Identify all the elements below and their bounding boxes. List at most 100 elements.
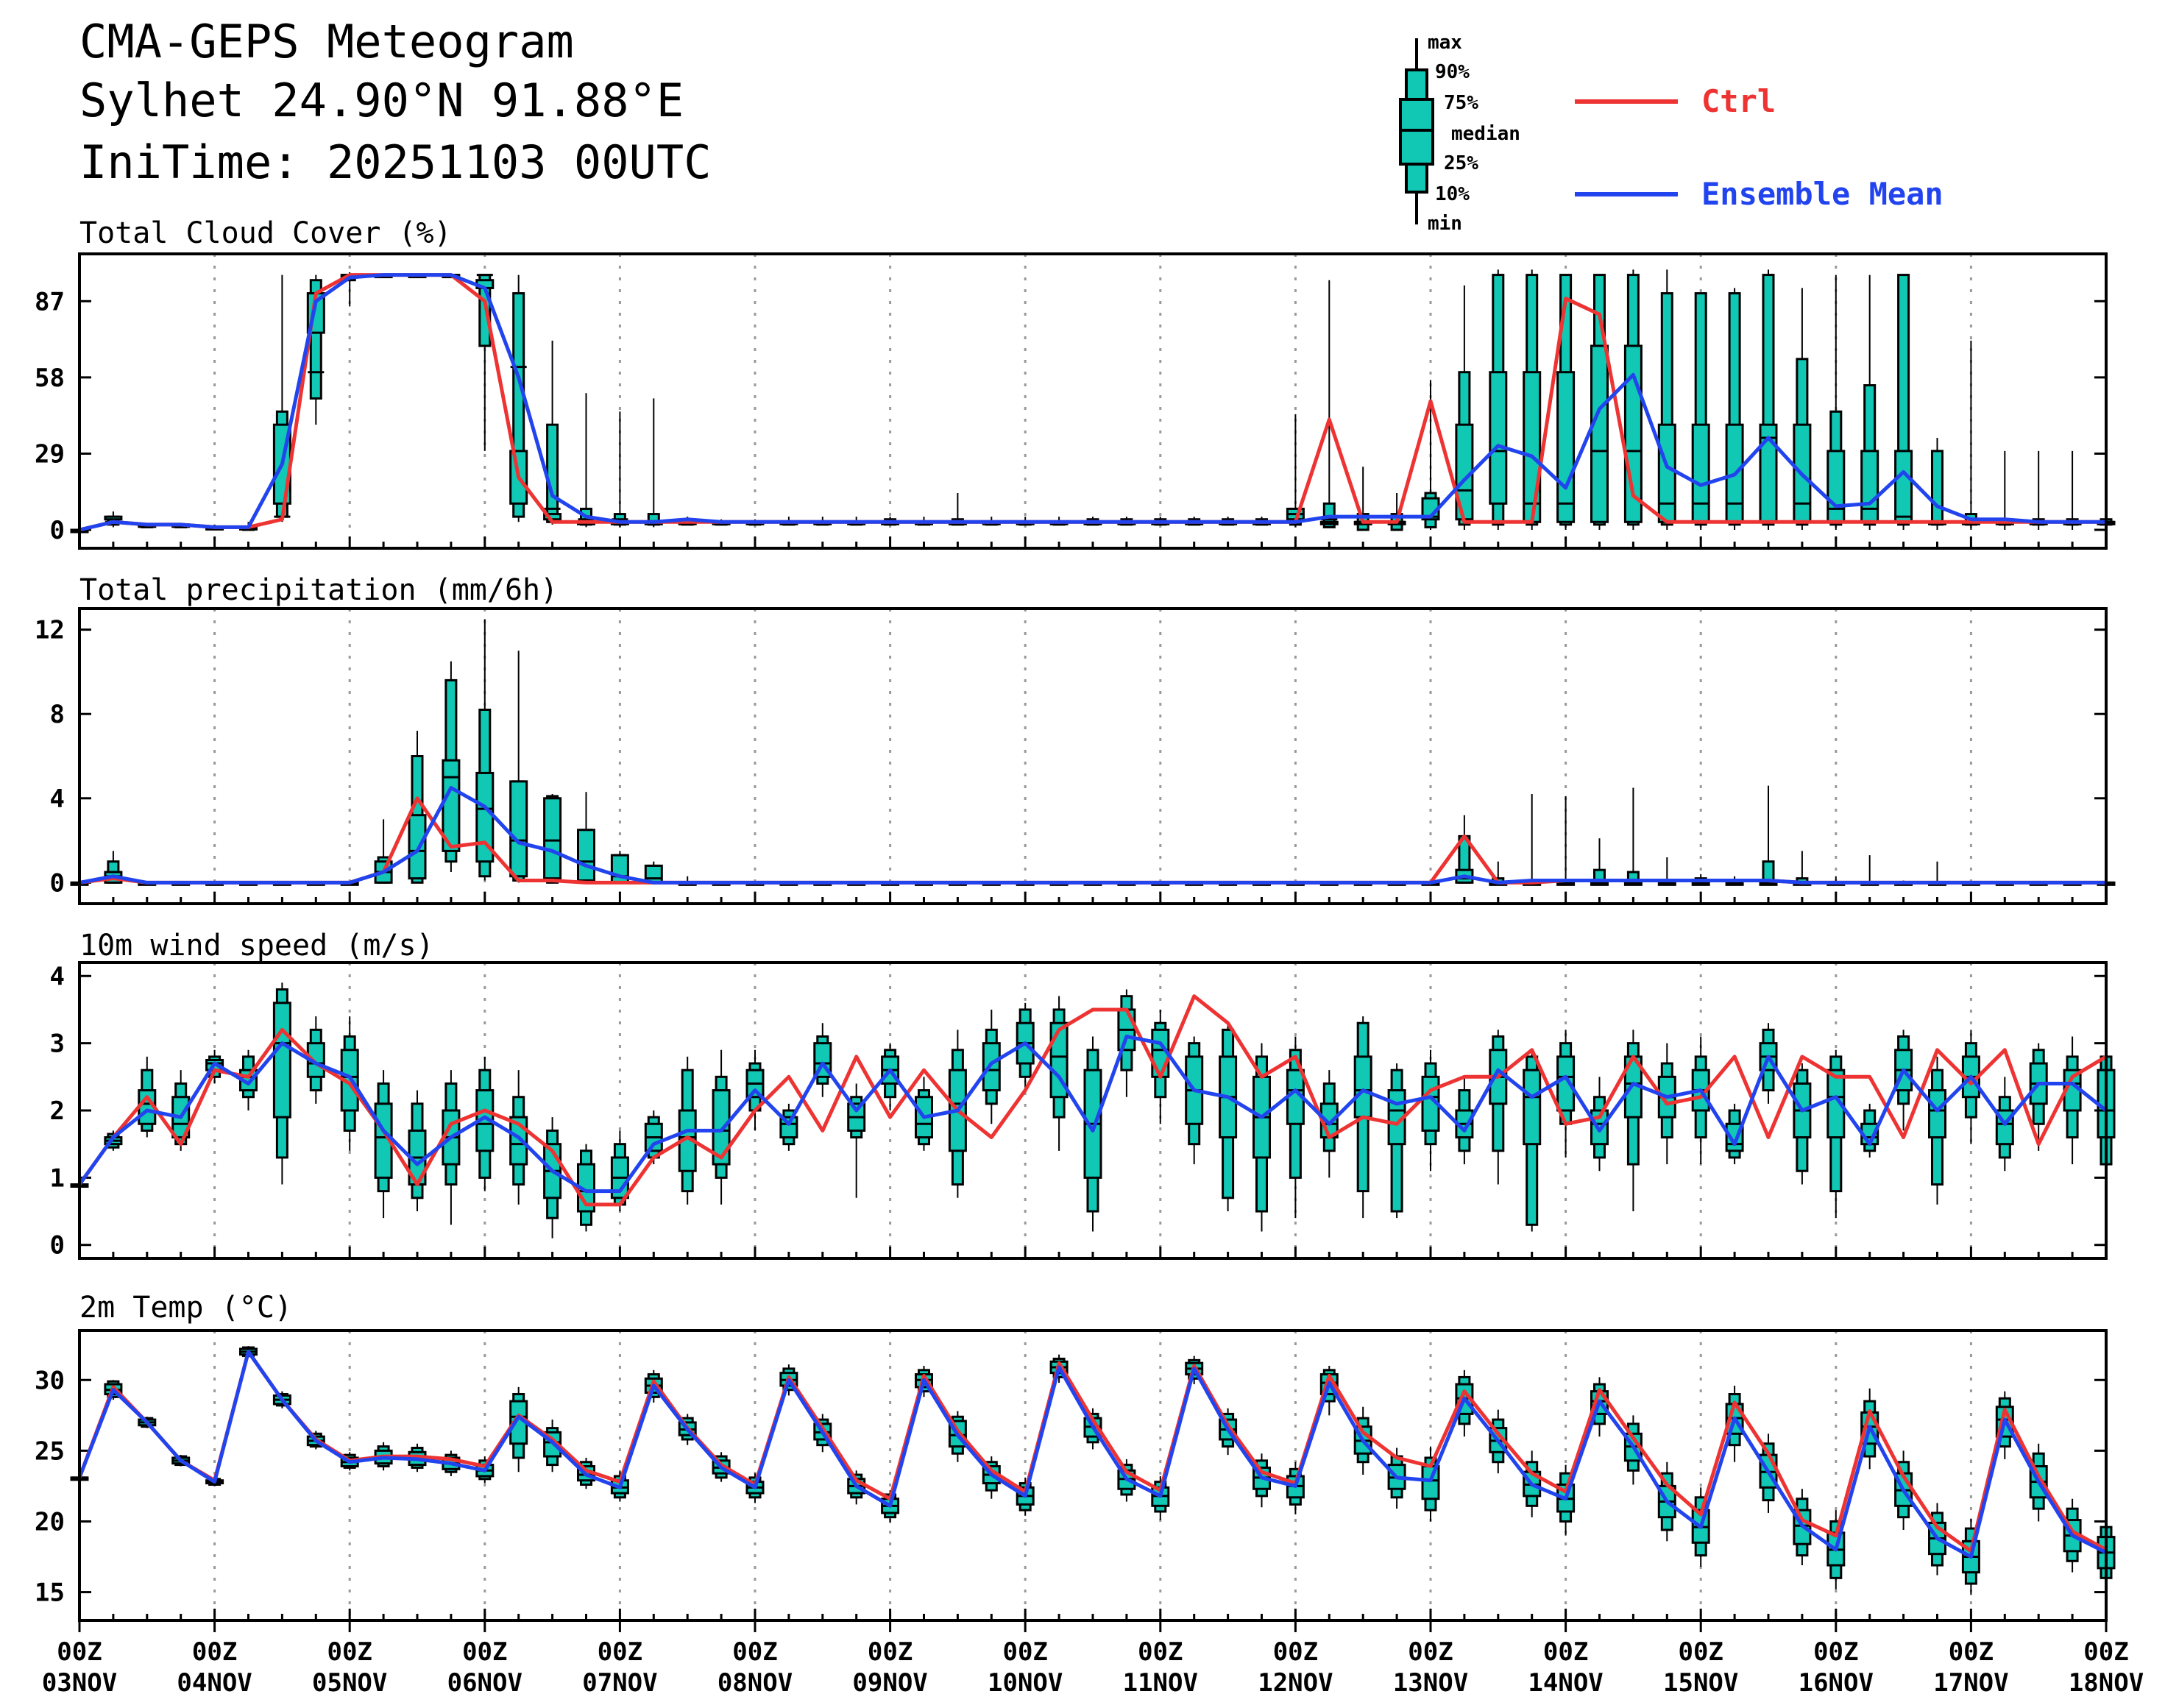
- boxplot: [813, 1023, 832, 1097]
- boxplot: [1421, 1049, 1440, 1172]
- boxplot: [610, 411, 629, 528]
- boxplot: [475, 1056, 495, 1191]
- boxplot-inner: [1826, 450, 1846, 523]
- panel-cloud: Total Cloud Cover (%) 0 29 58 87: [35, 216, 2116, 550]
- boxplot-inner: [1860, 450, 1879, 523]
- chart-header: CMA-GEPS Meteogram Sylhet 24.90°N 91.88°…: [79, 15, 712, 189]
- boxplot: [1319, 280, 1339, 528]
- y-tick-label: 15: [35, 1578, 65, 1608]
- x-tick-date: 12NOV: [1258, 1668, 1333, 1698]
- boxplot-inner: [408, 814, 427, 880]
- legend-boxplot-glyph: [1399, 38, 1434, 224]
- boxplot: [1083, 1036, 1102, 1232]
- boxplot: [1961, 340, 1980, 530]
- x-tick-date: 16NOV: [1799, 1668, 1874, 1698]
- panel-title-temp: 2m Temp (°C): [79, 1291, 292, 1325]
- boxplot-inner: [1556, 371, 1576, 523]
- boxplot: [509, 1386, 528, 1473]
- series-line-ensemble-mean: [79, 273, 2106, 532]
- y-tick-label: 29: [35, 439, 65, 469]
- boxplot: [982, 1009, 1001, 1124]
- x-tick-time: 00Z: [1138, 1637, 1183, 1667]
- boxplot: [1759, 269, 1778, 530]
- init-time-label: IniTime: 20251103 00UTC: [79, 135, 712, 189]
- legend-p10: 10%: [1435, 183, 1470, 205]
- y-tick-label: 0: [50, 516, 65, 545]
- boxplot: [2063, 1498, 2082, 1573]
- y-tick-label: 4: [50, 962, 65, 991]
- y-tick-label: 3: [50, 1030, 65, 1059]
- x-tick-date: 09NOV: [852, 1668, 927, 1698]
- boxplot: [1185, 1036, 1204, 1165]
- boxplot: [948, 493, 967, 526]
- panel-title-wind: 10m wind speed (m/s): [79, 929, 434, 963]
- series-line-ensemble-mean: [79, 786, 2106, 885]
- x-tick-time: 00Z: [2083, 1637, 2128, 1667]
- boxplot: [1860, 274, 1879, 530]
- boxplot-inner: [1353, 1055, 1372, 1119]
- boxplot: [442, 1070, 461, 1225]
- panel-temp: 2m Temp (°C) 15 20 25 30: [35, 1291, 2116, 1622]
- panel-frame: [78, 961, 2108, 1260]
- legend-median: median: [1451, 123, 1520, 145]
- boxplot-inner: [104, 515, 123, 521]
- location-label: Sylhet 24.90°N 91.88°E: [79, 74, 684, 127]
- boxplot: [1556, 795, 1576, 886]
- x-tick-time: 00Z: [327, 1637, 372, 1667]
- boxplot-inner: [1657, 423, 1676, 523]
- boxplot: [1826, 274, 1846, 530]
- boxplot: [1894, 274, 1913, 530]
- boxplot: [2029, 450, 2048, 530]
- x-tick-time: 00Z: [1273, 1637, 1318, 1667]
- boxplot: [644, 398, 663, 528]
- boxplot-inner: [982, 1042, 1001, 1092]
- y-tick-label: 20: [35, 1507, 65, 1537]
- x-tick-date: 18NOV: [2069, 1668, 2144, 1698]
- boxplot: [2063, 450, 2082, 530]
- x-tick-date: 06NOV: [447, 1668, 522, 1698]
- y-tick-label: 87: [35, 287, 65, 316]
- panel-wind: 10m wind speed (m/s) 0 1 2 3 4: [50, 929, 2116, 1261]
- x-tick-date: 14NOV: [1528, 1668, 1603, 1698]
- boxplot: [442, 661, 461, 873]
- boxplot: [509, 651, 528, 883]
- series-line-ctrl: [77, 994, 2108, 1207]
- boxplot: [1928, 1056, 1946, 1205]
- panel-frame: [78, 1329, 2108, 1622]
- boxplot-inner: [509, 780, 528, 878]
- boxplot: [408, 1090, 427, 1212]
- boxplot: [712, 1049, 731, 1205]
- boxplot: [1793, 288, 1812, 530]
- boxplot: [1623, 1415, 1643, 1485]
- boxplot-inner: [1691, 423, 1710, 523]
- boxplot: [1725, 1103, 1744, 1165]
- boxplot-inner: [272, 1002, 291, 1119]
- boxplot: [1590, 274, 1609, 530]
- boxplot: [1489, 269, 1508, 530]
- panel-title-cloud: Total Cloud Cover (%): [79, 216, 452, 250]
- boxplot: [1455, 815, 1474, 884]
- boxplot: [1691, 292, 1710, 530]
- boxplot-inner: [1928, 1089, 1946, 1139]
- boxplot: [1590, 838, 1609, 886]
- boxplot: [1455, 1077, 1474, 1165]
- y-tick-label: 0: [50, 868, 65, 898]
- boxplot: [577, 393, 595, 528]
- boxplot: [1387, 1063, 1406, 1219]
- boxplot-inner: [1523, 1069, 1542, 1146]
- boxplot-inner: [1319, 520, 1339, 525]
- y-tick-label: 25: [35, 1436, 65, 1466]
- boxplot: [1489, 1030, 1508, 1185]
- boxplot: [915, 1077, 933, 1151]
- legend-mean-label: Ensemble Mean: [1701, 176, 1943, 212]
- boxplot: [1793, 1063, 1812, 1185]
- boxplot: [1556, 1030, 1576, 1158]
- y-tick-label: 12: [35, 616, 65, 645]
- panel-frame: [78, 607, 2108, 905]
- legend: max 90% 75% median 25% 10% min Ctrl Ense…: [1399, 32, 1943, 235]
- x-tick-time: 00Z: [462, 1637, 507, 1667]
- boxplot: [1725, 288, 1744, 530]
- boxplot-outer: [546, 423, 559, 523]
- x-tick-date: 17NOV: [1933, 1668, 2008, 1698]
- boxplot: [1286, 1036, 1305, 1219]
